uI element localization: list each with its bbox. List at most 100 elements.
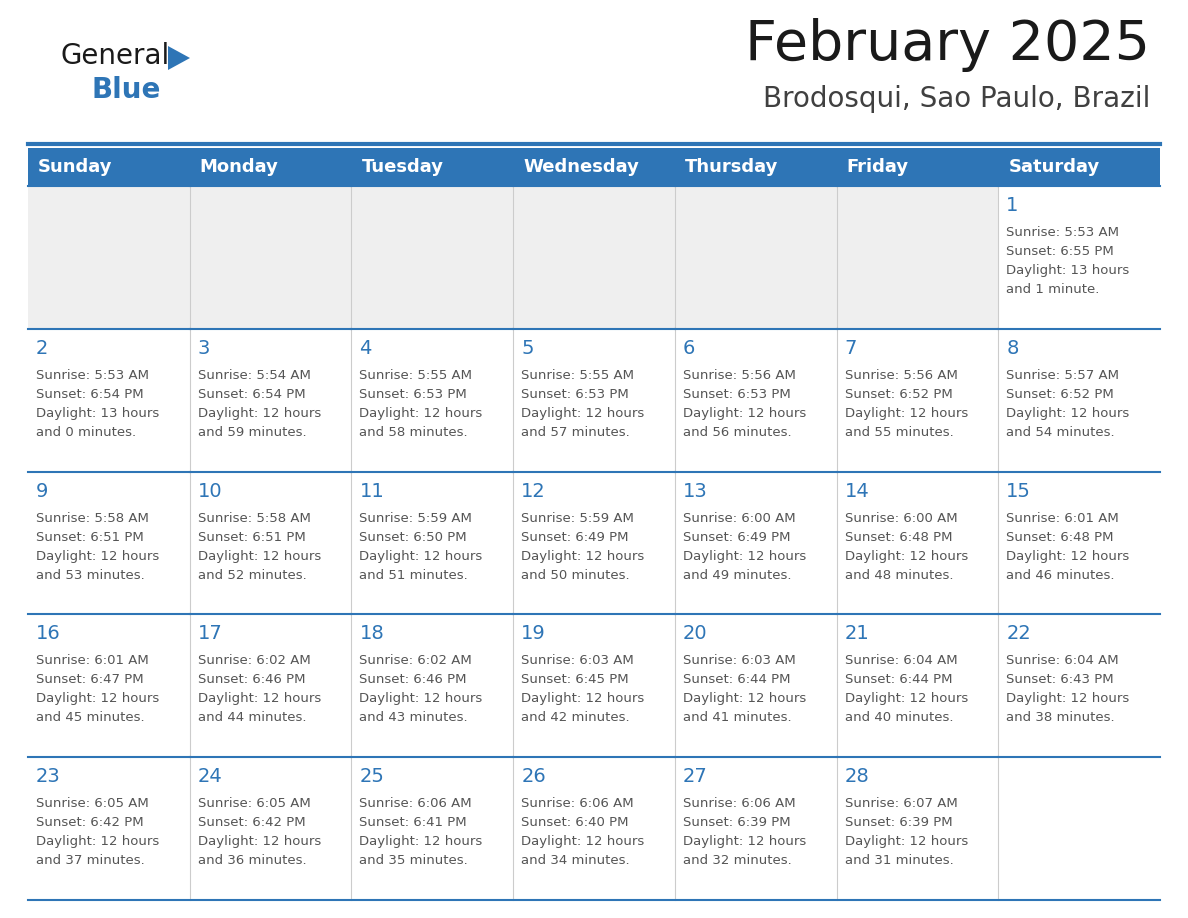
Text: Sunrise: 5:58 AM: Sunrise: 5:58 AM bbox=[36, 511, 148, 524]
Text: Sunrise: 6:03 AM: Sunrise: 6:03 AM bbox=[522, 655, 634, 667]
Bar bbox=[675, 186, 836, 329]
Text: Sunset: 6:53 PM: Sunset: 6:53 PM bbox=[360, 387, 467, 401]
Text: and 0 minutes.: and 0 minutes. bbox=[36, 426, 137, 439]
Bar bbox=[836, 757, 998, 900]
Text: Sunrise: 5:56 AM: Sunrise: 5:56 AM bbox=[683, 369, 796, 382]
Text: Daylight: 12 hours: Daylight: 12 hours bbox=[683, 692, 807, 705]
Text: Daylight: 12 hours: Daylight: 12 hours bbox=[522, 692, 644, 705]
Bar bbox=[352, 148, 513, 186]
Bar bbox=[998, 614, 1159, 757]
Text: 4: 4 bbox=[360, 339, 372, 358]
Text: 3: 3 bbox=[197, 339, 210, 358]
Bar bbox=[998, 757, 1159, 900]
Text: Sunday: Sunday bbox=[38, 158, 113, 176]
Text: and 51 minutes.: and 51 minutes. bbox=[360, 568, 468, 582]
Text: Daylight: 12 hours: Daylight: 12 hours bbox=[197, 692, 321, 705]
Bar bbox=[998, 329, 1159, 472]
Bar bbox=[352, 329, 513, 472]
Text: Sunrise: 5:55 AM: Sunrise: 5:55 AM bbox=[522, 369, 634, 382]
Text: Sunrise: 6:02 AM: Sunrise: 6:02 AM bbox=[197, 655, 310, 667]
Text: Sunset: 6:48 PM: Sunset: 6:48 PM bbox=[845, 531, 952, 543]
Text: Sunrise: 6:01 AM: Sunrise: 6:01 AM bbox=[36, 655, 148, 667]
Text: and 32 minutes.: and 32 minutes. bbox=[683, 855, 791, 868]
Text: and 55 minutes.: and 55 minutes. bbox=[845, 426, 953, 439]
Text: Daylight: 12 hours: Daylight: 12 hours bbox=[1006, 692, 1130, 705]
Text: 21: 21 bbox=[845, 624, 870, 644]
Text: February 2025: February 2025 bbox=[745, 18, 1150, 72]
Text: 27: 27 bbox=[683, 767, 708, 786]
Text: Sunset: 6:40 PM: Sunset: 6:40 PM bbox=[522, 816, 628, 829]
Text: Daylight: 12 hours: Daylight: 12 hours bbox=[36, 550, 159, 563]
Text: Sunrise: 5:56 AM: Sunrise: 5:56 AM bbox=[845, 369, 958, 382]
Bar bbox=[190, 472, 352, 614]
Text: Daylight: 12 hours: Daylight: 12 hours bbox=[36, 835, 159, 848]
Bar bbox=[190, 329, 352, 472]
Text: Saturday: Saturday bbox=[1009, 158, 1100, 176]
Text: Daylight: 12 hours: Daylight: 12 hours bbox=[522, 835, 644, 848]
Text: Sunrise: 6:03 AM: Sunrise: 6:03 AM bbox=[683, 655, 796, 667]
Bar bbox=[675, 329, 836, 472]
Bar bbox=[352, 757, 513, 900]
Text: 1: 1 bbox=[1006, 196, 1018, 215]
Text: Sunset: 6:39 PM: Sunset: 6:39 PM bbox=[845, 816, 953, 829]
Text: Daylight: 12 hours: Daylight: 12 hours bbox=[845, 835, 968, 848]
Bar bbox=[352, 186, 513, 329]
Text: and 46 minutes.: and 46 minutes. bbox=[1006, 568, 1114, 582]
Text: Daylight: 12 hours: Daylight: 12 hours bbox=[522, 407, 644, 420]
Text: 8: 8 bbox=[1006, 339, 1018, 358]
Text: and 38 minutes.: and 38 minutes. bbox=[1006, 711, 1114, 724]
Text: 5: 5 bbox=[522, 339, 533, 358]
Text: Sunset: 6:53 PM: Sunset: 6:53 PM bbox=[522, 387, 628, 401]
Text: Sunset: 6:49 PM: Sunset: 6:49 PM bbox=[683, 531, 790, 543]
Text: Sunset: 6:50 PM: Sunset: 6:50 PM bbox=[360, 531, 467, 543]
Text: 22: 22 bbox=[1006, 624, 1031, 644]
Bar bbox=[190, 757, 352, 900]
Bar bbox=[675, 757, 836, 900]
Bar bbox=[190, 148, 352, 186]
Text: Sunrise: 6:04 AM: Sunrise: 6:04 AM bbox=[1006, 655, 1119, 667]
Text: Daylight: 12 hours: Daylight: 12 hours bbox=[197, 407, 321, 420]
Text: Sunset: 6:44 PM: Sunset: 6:44 PM bbox=[683, 674, 790, 687]
Text: Sunrise: 6:00 AM: Sunrise: 6:00 AM bbox=[845, 511, 958, 524]
Text: Blue: Blue bbox=[91, 76, 162, 104]
Text: Sunset: 6:48 PM: Sunset: 6:48 PM bbox=[1006, 531, 1114, 543]
Text: and 43 minutes.: and 43 minutes. bbox=[360, 711, 468, 724]
Text: Sunrise: 6:07 AM: Sunrise: 6:07 AM bbox=[845, 797, 958, 811]
Bar bbox=[29, 614, 190, 757]
Text: Sunset: 6:54 PM: Sunset: 6:54 PM bbox=[36, 387, 144, 401]
Text: Sunrise: 6:05 AM: Sunrise: 6:05 AM bbox=[36, 797, 148, 811]
Text: Sunrise: 5:59 AM: Sunrise: 5:59 AM bbox=[360, 511, 473, 524]
Text: 19: 19 bbox=[522, 624, 546, 644]
Text: Sunset: 6:46 PM: Sunset: 6:46 PM bbox=[360, 674, 467, 687]
Text: 16: 16 bbox=[36, 624, 61, 644]
Text: Sunrise: 5:54 AM: Sunrise: 5:54 AM bbox=[197, 369, 310, 382]
Bar bbox=[29, 148, 190, 186]
Text: Sunset: 6:51 PM: Sunset: 6:51 PM bbox=[36, 531, 144, 543]
Text: Sunrise: 6:06 AM: Sunrise: 6:06 AM bbox=[522, 797, 633, 811]
Text: and 52 minutes.: and 52 minutes. bbox=[197, 568, 307, 582]
Text: Daylight: 12 hours: Daylight: 12 hours bbox=[1006, 407, 1130, 420]
Text: Sunrise: 6:01 AM: Sunrise: 6:01 AM bbox=[1006, 511, 1119, 524]
Text: Daylight: 12 hours: Daylight: 12 hours bbox=[1006, 550, 1130, 563]
Text: and 31 minutes.: and 31 minutes. bbox=[845, 855, 953, 868]
Text: Sunrise: 6:06 AM: Sunrise: 6:06 AM bbox=[683, 797, 796, 811]
Text: Sunrise: 6:02 AM: Sunrise: 6:02 AM bbox=[360, 655, 472, 667]
Text: and 53 minutes.: and 53 minutes. bbox=[36, 568, 145, 582]
Text: Sunrise: 5:53 AM: Sunrise: 5:53 AM bbox=[36, 369, 148, 382]
Text: 2: 2 bbox=[36, 339, 49, 358]
Bar bbox=[998, 186, 1159, 329]
Text: Daylight: 12 hours: Daylight: 12 hours bbox=[197, 550, 321, 563]
Text: Daylight: 12 hours: Daylight: 12 hours bbox=[683, 550, 807, 563]
Text: Sunset: 6:55 PM: Sunset: 6:55 PM bbox=[1006, 245, 1114, 258]
Text: Sunset: 6:47 PM: Sunset: 6:47 PM bbox=[36, 674, 144, 687]
Bar bbox=[29, 329, 190, 472]
Text: Daylight: 13 hours: Daylight: 13 hours bbox=[1006, 264, 1130, 277]
Text: Daylight: 12 hours: Daylight: 12 hours bbox=[36, 692, 159, 705]
Text: and 42 minutes.: and 42 minutes. bbox=[522, 711, 630, 724]
Text: and 59 minutes.: and 59 minutes. bbox=[197, 426, 307, 439]
Bar bbox=[513, 329, 675, 472]
Text: Sunset: 6:43 PM: Sunset: 6:43 PM bbox=[1006, 674, 1114, 687]
Text: 25: 25 bbox=[360, 767, 384, 786]
Text: Brodosqui, Sao Paulo, Brazil: Brodosqui, Sao Paulo, Brazil bbox=[763, 85, 1150, 113]
Text: Daylight: 12 hours: Daylight: 12 hours bbox=[197, 835, 321, 848]
